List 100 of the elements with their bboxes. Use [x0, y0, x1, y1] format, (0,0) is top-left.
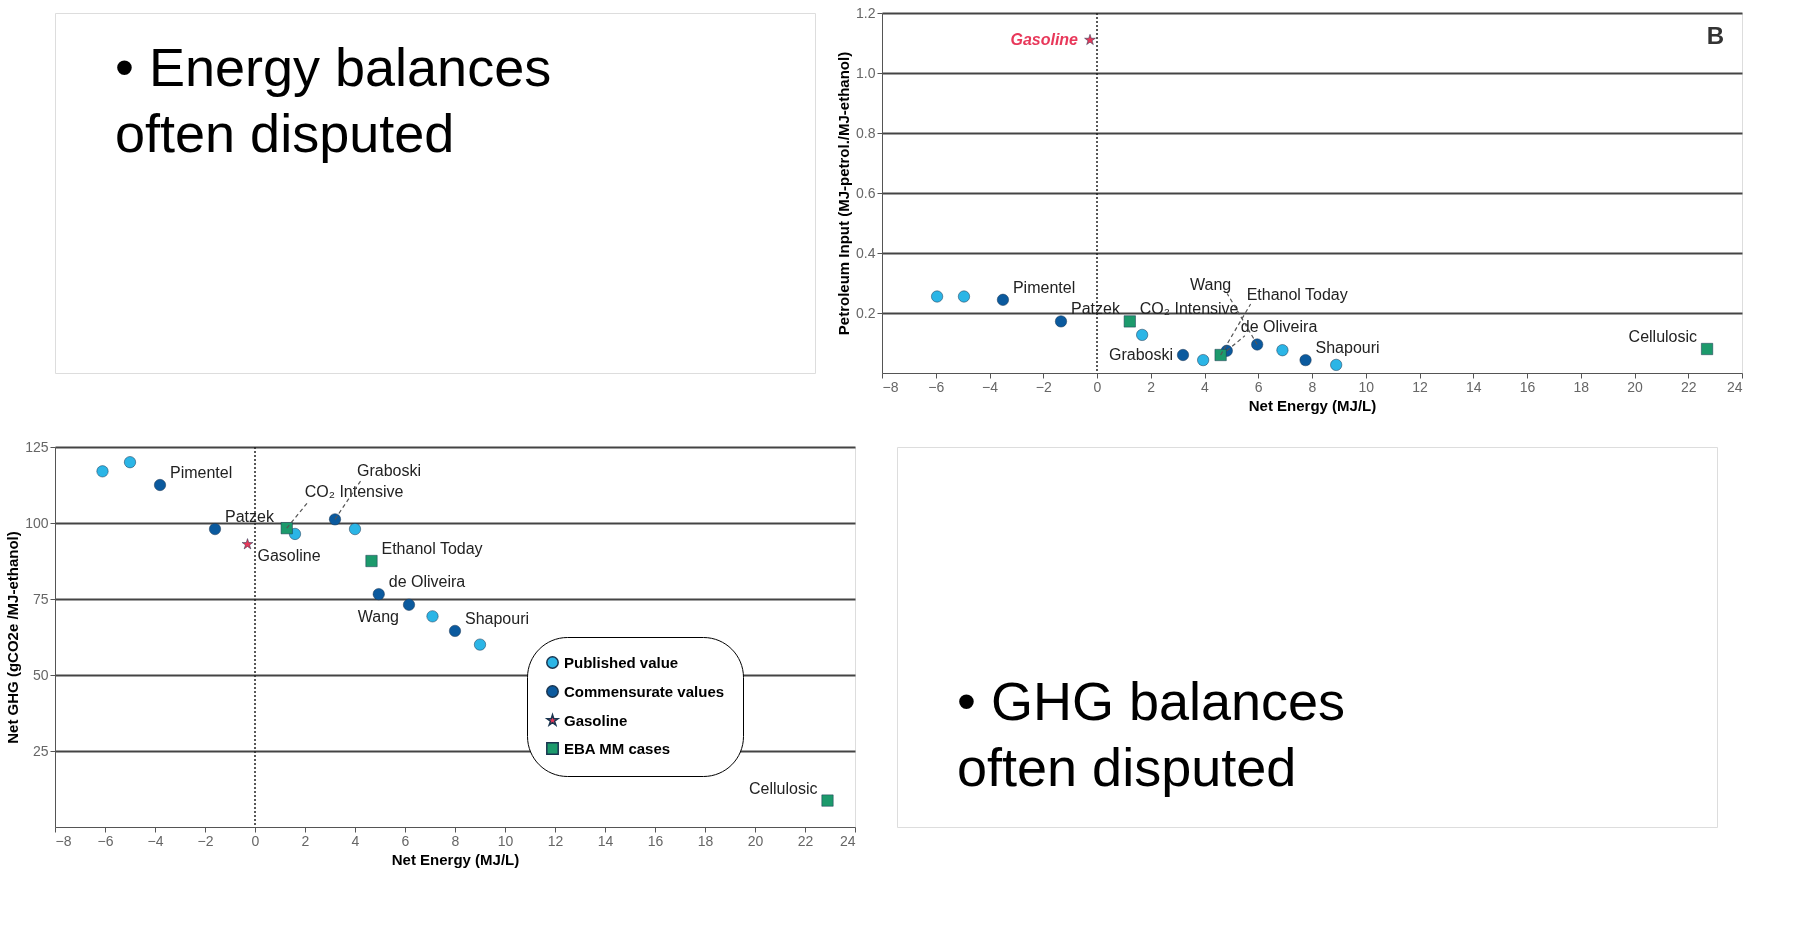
legend-label: EBA MM cases [564, 739, 671, 757]
annotation: Graboski [1108, 346, 1173, 363]
x-axis-title: Net Energy (MJ/L) [391, 850, 520, 868]
x-tick-label: 24 [1726, 378, 1743, 395]
annotation: Cellulosic [749, 779, 818, 797]
point [474, 638, 486, 651]
series-label: Gasoline [1010, 31, 1079, 48]
x-tick-label: −2 [1035, 378, 1052, 395]
point [958, 290, 970, 303]
point [209, 523, 221, 536]
x-tick-label: −6 [97, 832, 114, 849]
annotation: Gasoline [257, 547, 321, 565]
annotation: de Oliveira [1240, 317, 1318, 335]
x-tick-label: 8 [451, 832, 460, 849]
point [403, 598, 415, 611]
legend-label: Gasoline [564, 711, 628, 729]
x-tick-label: 10 [1358, 378, 1375, 395]
point [1299, 354, 1312, 367]
x-tick-label: 0 [251, 832, 260, 849]
point [124, 456, 136, 469]
annotation: Shapouri [465, 609, 530, 627]
point [1136, 328, 1149, 341]
point [449, 624, 461, 637]
point [349, 523, 361, 536]
text: • Energy balances often disputed [115, 37, 552, 163]
annotation: Graboski [357, 462, 422, 480]
x-tick-label: −8 [882, 378, 899, 395]
x-tick-label: 2 [301, 832, 310, 849]
y-tick-label: 25 [32, 742, 49, 759]
point [154, 479, 166, 491]
point [365, 555, 378, 567]
x-tick-label: 16 [647, 832, 664, 849]
x-tick-label: 22 [797, 832, 814, 849]
point [1177, 349, 1189, 361]
point [1330, 358, 1343, 371]
annotation: de Oliveira [388, 573, 466, 591]
x-tick-label: 4 [1201, 378, 1210, 395]
y-tick-label: 0.6 [856, 184, 876, 201]
x-tick-label: 12 [1412, 378, 1428, 395]
point [280, 522, 293, 535]
annotation: CO₂ Intensive [304, 483, 404, 501]
x-tick-label: −8 [55, 832, 72, 849]
point [96, 465, 109, 478]
chart-title: B [1706, 22, 1724, 49]
x-tick-label: 24 [839, 832, 856, 849]
annotation: Patzek [225, 508, 275, 526]
annotation: Cellulosic [1628, 328, 1698, 345]
x-tick-label: 14 [597, 832, 614, 849]
y-tick-label: 100 [25, 514, 49, 531]
annotation: Ethanol Today [1246, 286, 1348, 303]
point [1701, 343, 1714, 355]
y-tick-label: 50 [32, 666, 49, 683]
point [821, 794, 834, 807]
point [329, 513, 341, 526]
x-tick-label: 6 [401, 832, 410, 849]
point [426, 610, 439, 623]
y-tick-label: 1.0 [856, 64, 876, 81]
point [1055, 315, 1067, 328]
annotation: Ethanol Today [381, 540, 483, 557]
point [931, 290, 944, 303]
y-tick-label: 125 [25, 438, 49, 455]
point [241, 538, 254, 550]
x-tick-label: −6 [928, 378, 945, 395]
y-axis-title: Net GHG (gCO2e /MJ-ethanol) [4, 531, 22, 744]
text: • GHG balances often disputed [957, 671, 1346, 797]
annotation: Shapouri [1315, 339, 1380, 357]
y-tick-label: 1.2 [856, 4, 876, 21]
point [1123, 315, 1136, 328]
x-tick-label: 20 [1627, 378, 1643, 395]
x-tick-label: 18 [1573, 378, 1590, 395]
annotation: Pimentel [170, 464, 233, 481]
point [996, 293, 1009, 306]
point [1251, 338, 1264, 351]
x-tick-label: −4 [147, 832, 164, 849]
point [1197, 354, 1210, 367]
x-tick-label: −4 [982, 378, 999, 395]
point [1276, 344, 1289, 357]
x-tick-label: 22 [1680, 378, 1697, 395]
y-tick-label: 0.2 [856, 304, 876, 321]
x-tick-label: 14 [1465, 378, 1482, 395]
x-tick-label: 6 [1254, 378, 1263, 395]
x-tick-label: 4 [351, 832, 360, 849]
x-tick-label: 0 [1093, 378, 1102, 395]
annotation: Wang [357, 607, 399, 625]
y-tick-label: 0.4 [856, 244, 876, 261]
y-axis-title: Petroleum Input (MJ-petrol./MJ-ethanol) [835, 51, 853, 336]
point [1084, 34, 1096, 45]
x-axis-title: Net Energy (MJ/L) [1248, 396, 1377, 414]
x-tick-label: 20 [747, 832, 764, 849]
x-tick-label: 2 [1147, 378, 1156, 395]
point [1214, 349, 1227, 361]
legend-label: Commensurate values [564, 682, 725, 700]
annotation: Wang [1189, 275, 1232, 293]
x-tick-label: −2 [197, 832, 214, 849]
annotation: Pimentel [1012, 278, 1076, 296]
x-tick-label: 10 [497, 832, 514, 849]
x-tick-label: 16 [1519, 378, 1536, 395]
x-tick-label: 12 [547, 832, 564, 849]
legend-label: Published value [564, 653, 679, 671]
y-tick-label: 0.8 [856, 124, 876, 141]
